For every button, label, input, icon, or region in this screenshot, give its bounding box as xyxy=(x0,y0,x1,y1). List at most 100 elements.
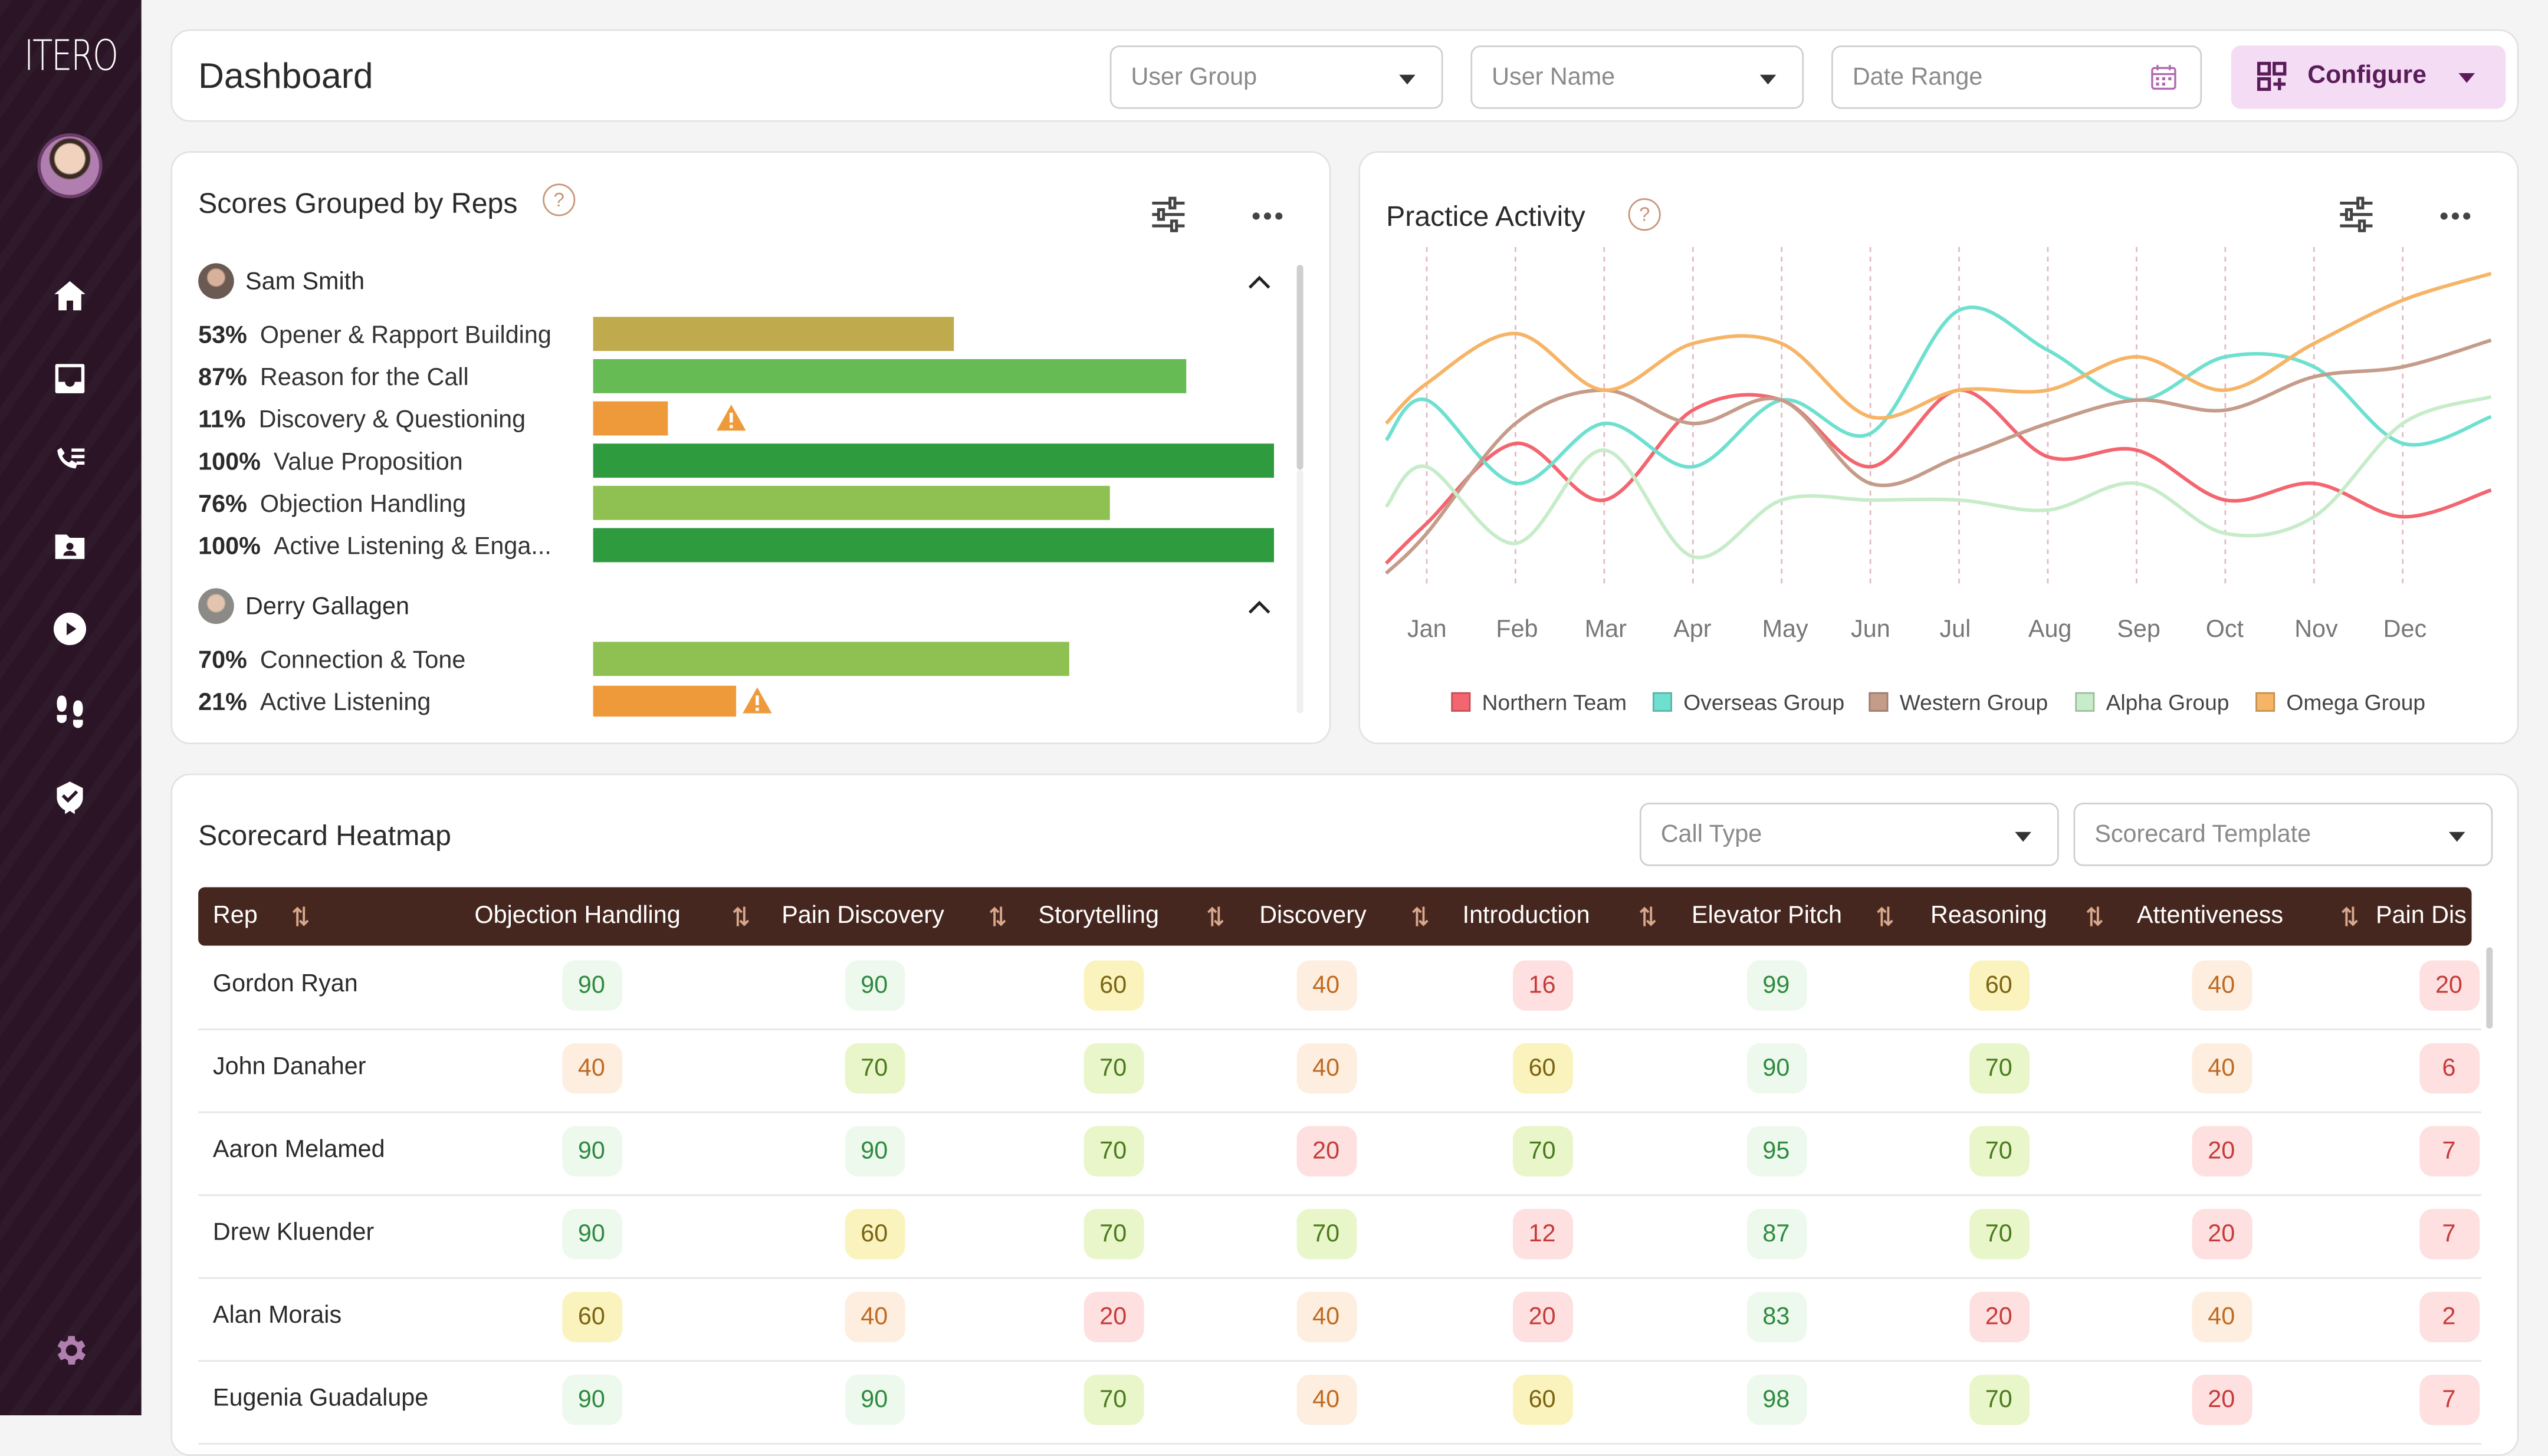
call-type-placeholder: Call Type xyxy=(1660,820,1762,849)
rep-name-cell: John Danaher xyxy=(212,1053,366,1081)
legend-item[interactable]: Overseas Group xyxy=(1652,691,1845,715)
column-header[interactable]: Discovery xyxy=(1259,902,1367,930)
play-icon[interactable] xyxy=(50,609,89,648)
score-pill: 20 xyxy=(2191,1375,2252,1425)
table-row[interactable]: Eugenia Guadalupe 90 90 70 40 60 98 70 20 7 xyxy=(198,1360,2482,1445)
user-avatar[interactable] xyxy=(37,133,103,199)
footsteps-icon[interactable] xyxy=(50,692,89,731)
filter-sliders-icon[interactable] xyxy=(1151,196,1187,232)
user-group-select[interactable]: User Group xyxy=(1109,45,1443,109)
column-header[interactable]: Rep xyxy=(212,902,258,930)
rep-name: Sam Smith xyxy=(245,268,365,296)
column-header[interactable]: Objection Handling xyxy=(474,902,681,930)
chevron-up-icon[interactable] xyxy=(1248,275,1271,290)
configure-button[interactable]: Configure xyxy=(2231,45,2506,109)
contact-folder-icon[interactable] xyxy=(50,527,89,566)
calendar-icon[interactable] xyxy=(2150,63,2178,91)
rep-name: Derry Gallagen xyxy=(245,593,409,621)
score-pill: 87 xyxy=(1746,1209,1807,1260)
sort-icon[interactable] xyxy=(988,903,1007,929)
score-pill: 90 xyxy=(561,1209,622,1260)
scorecard-template-select[interactable]: Scorecard Template xyxy=(2073,803,2493,866)
score-pill: 70 xyxy=(1968,1126,2029,1176)
heatmap-title: Scorecard Heatmap xyxy=(198,819,451,852)
sort-icon[interactable] xyxy=(1638,903,1657,929)
table-row[interactable]: John Danaher 40 70 70 40 60 90 70 40 6 xyxy=(198,1028,2482,1113)
score-pill: 70 xyxy=(1296,1209,1357,1260)
score-pill: 20 xyxy=(2418,960,2479,1011)
column-header[interactable]: Pain Discovery xyxy=(782,902,944,930)
scrollbar[interactable] xyxy=(1296,265,1303,470)
call-list-icon[interactable] xyxy=(50,442,89,481)
score-pill: 70 xyxy=(1512,1126,1572,1176)
filter-sliders-icon[interactable] xyxy=(2339,196,2375,232)
legend-swatch xyxy=(2255,692,2276,712)
sort-icon[interactable] xyxy=(1206,903,1225,929)
score-bar xyxy=(593,685,737,717)
score-pill: 70 xyxy=(1968,1209,2029,1260)
legend-swatch xyxy=(1451,692,1471,712)
sidebar: ITERO xyxy=(0,0,142,1415)
x-tick-label: Dec xyxy=(2383,616,2427,644)
legend-item[interactable]: Alpha Group xyxy=(2075,691,2229,715)
column-header[interactable]: Pain Dis xyxy=(2375,902,2467,930)
more-options-icon[interactable] xyxy=(1251,211,1283,221)
score-pill: 20 xyxy=(1968,1291,2029,1343)
legend-item[interactable]: Western Group xyxy=(1869,691,2048,715)
sort-icon[interactable] xyxy=(1875,903,1894,929)
home-icon[interactable] xyxy=(50,276,89,315)
column-header[interactable]: Introduction xyxy=(1462,902,1590,930)
scrollbar-track xyxy=(1296,469,1303,714)
table-row[interactable]: Alan Morais 60 40 20 40 20 83 20 40 2 xyxy=(198,1277,2482,1362)
score-pill: 90 xyxy=(561,1375,622,1425)
table-row[interactable]: Gordon Ryan 90 90 60 40 16 99 60 40 20 xyxy=(198,947,2482,1030)
column-header[interactable]: Elevator Pitch xyxy=(1692,902,1843,930)
help-icon[interactable]: ? xyxy=(1628,198,1661,231)
score-pill: 20 xyxy=(2191,1209,2252,1260)
table-row[interactable]: Drew Kluender 90 60 70 70 12 87 70 20 7 xyxy=(198,1194,2482,1279)
legend-label: Overseas Group xyxy=(1683,691,1845,715)
score-bar xyxy=(593,317,954,351)
sort-icon[interactable] xyxy=(2340,903,2359,929)
series-line xyxy=(1384,395,2492,560)
user-name-select[interactable]: User Name xyxy=(1470,45,1804,109)
score-bar xyxy=(593,359,1187,393)
metric-name: Value Proposition xyxy=(273,448,463,476)
award-icon[interactable] xyxy=(50,778,89,817)
score-pill: 70 xyxy=(1968,1043,2029,1094)
table-row[interactable]: Aaron Melamed 90 90 70 20 70 95 70 20 7 xyxy=(198,1112,2482,1197)
metric-percent: 11% xyxy=(198,406,246,434)
sort-icon[interactable] xyxy=(291,903,310,929)
rep-name-cell: Alan Morais xyxy=(212,1301,342,1329)
legend-item[interactable]: Omega Group xyxy=(2255,691,2425,715)
column-header[interactable]: Storytelling xyxy=(1038,902,1159,930)
metric-percent: 100% xyxy=(198,448,261,476)
score-pill: 20 xyxy=(1296,1126,1357,1176)
settings-gear-icon[interactable] xyxy=(50,1331,89,1370)
column-header[interactable]: Reasoning xyxy=(1930,902,2047,930)
score-pill: 40 xyxy=(2191,1291,2252,1343)
sort-icon[interactable] xyxy=(731,903,751,929)
x-tick-label: Feb xyxy=(1496,616,1538,644)
score-pill: 90 xyxy=(844,1126,905,1176)
chevron-up-icon[interactable] xyxy=(1248,600,1271,614)
help-icon[interactable]: ? xyxy=(543,183,576,216)
inbox-icon[interactable] xyxy=(50,359,89,398)
score-pill: 16 xyxy=(1512,960,1572,1011)
practice-activity-card: Practice Activity ? Jan Feb Mar Apr May Jun Ju… xyxy=(1358,151,2519,744)
sort-icon[interactable] xyxy=(2085,903,2104,929)
metric-label: 76% Objection Handling xyxy=(198,491,466,518)
score-pill: 40 xyxy=(1296,960,1357,1011)
date-range-input[interactable]: Date Range xyxy=(1831,45,2202,109)
sort-icon[interactable] xyxy=(1410,903,1430,929)
more-options-icon[interactable] xyxy=(2439,211,2471,221)
score-pill: 40 xyxy=(1296,1043,1357,1094)
column-header[interactable]: Attentiveness xyxy=(2136,902,2284,930)
legend-item[interactable]: Northern Team xyxy=(1451,691,1627,715)
score-pill: 90 xyxy=(561,960,622,1011)
call-type-select[interactable]: Call Type xyxy=(1639,803,2059,866)
scrollbar[interactable] xyxy=(2486,947,2493,1029)
x-tick-label: Nov xyxy=(2294,616,2338,644)
metric-percent: 21% xyxy=(198,689,247,717)
practice-title: Practice Activity xyxy=(1386,199,1585,233)
